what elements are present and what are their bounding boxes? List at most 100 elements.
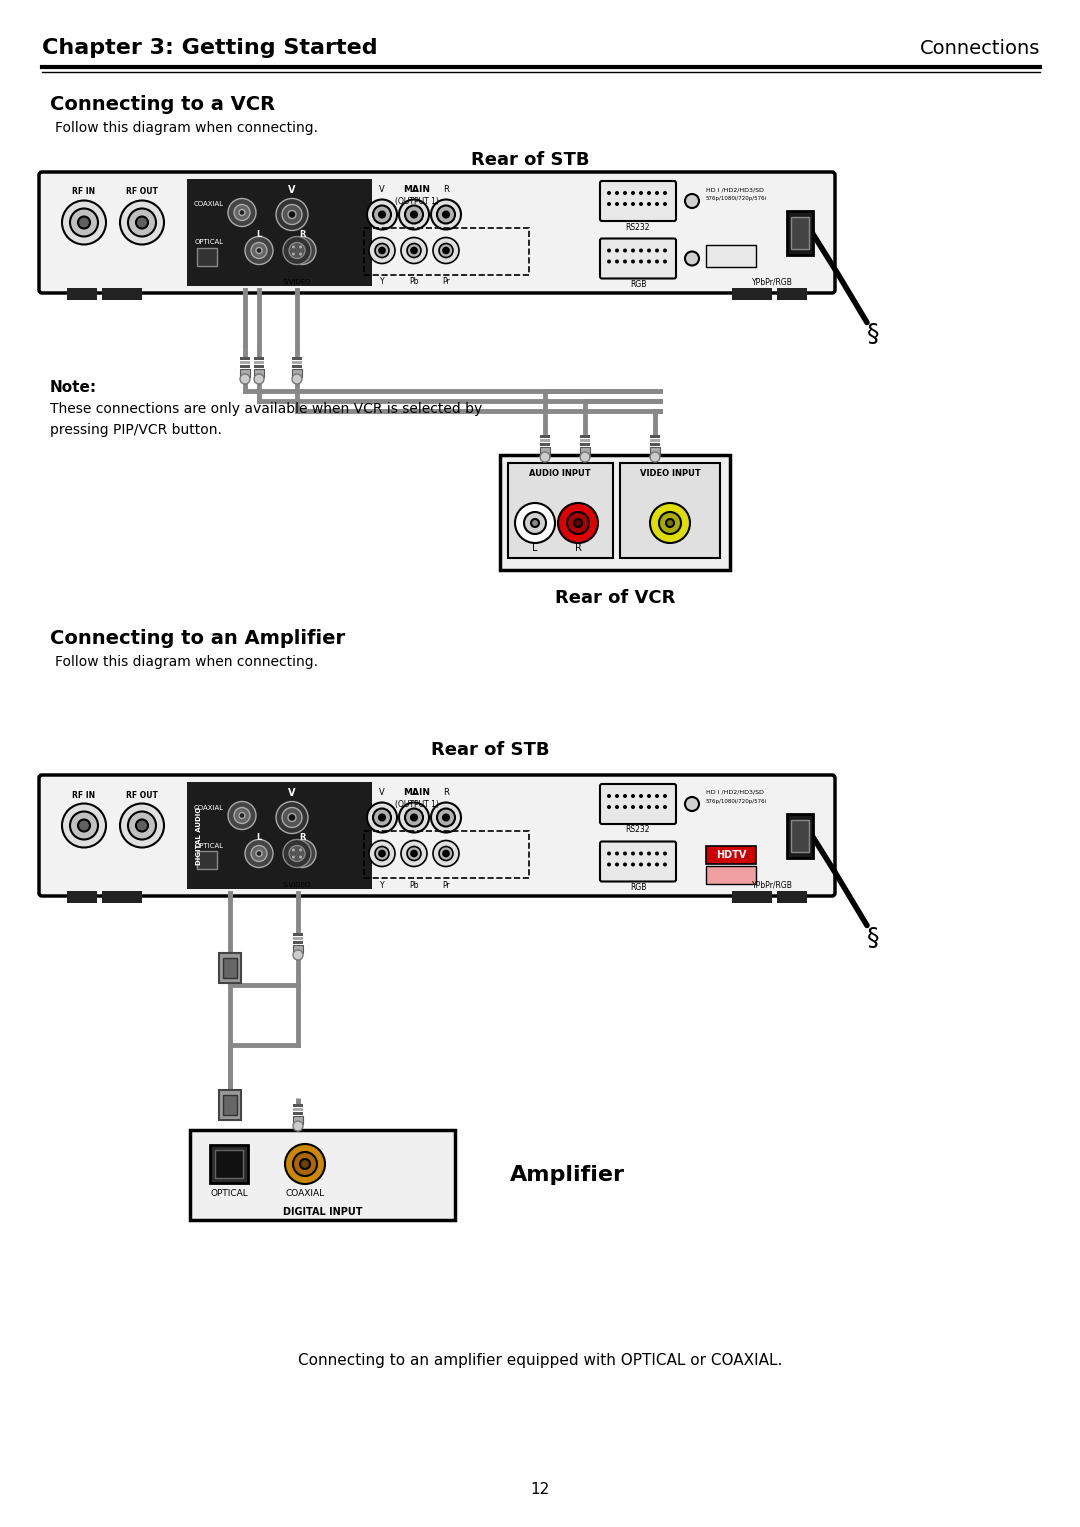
Bar [254, 357, 264, 360]
Circle shape [379, 851, 384, 857]
Bar [580, 447, 590, 455]
Circle shape [631, 863, 635, 866]
Circle shape [580, 452, 590, 463]
Circle shape [647, 191, 651, 195]
Circle shape [411, 814, 417, 820]
Circle shape [369, 238, 395, 264]
Circle shape [663, 863, 667, 866]
Text: COAXIAL: COAXIAL [194, 202, 224, 208]
Bar [102, 890, 141, 902]
Text: Y: Y [380, 881, 384, 890]
Circle shape [294, 846, 310, 861]
Circle shape [234, 205, 249, 220]
Circle shape [654, 249, 659, 252]
Bar [706, 846, 756, 863]
Circle shape [654, 805, 659, 809]
Text: 576p/1080i/720p/576i: 576p/1080i/720p/576i [706, 195, 767, 202]
Bar [791, 820, 809, 852]
Text: OPTICAL: OPTICAL [194, 843, 224, 849]
Circle shape [70, 811, 98, 840]
Circle shape [654, 191, 659, 195]
Circle shape [631, 805, 635, 809]
Circle shape [399, 200, 429, 229]
Circle shape [623, 863, 627, 866]
Circle shape [443, 851, 449, 857]
Bar [580, 435, 590, 438]
Circle shape [654, 794, 659, 799]
Text: Note:: Note: [50, 380, 97, 395]
Circle shape [251, 243, 267, 258]
FancyBboxPatch shape [39, 776, 835, 896]
Circle shape [615, 260, 619, 264]
Circle shape [433, 238, 459, 264]
Circle shape [245, 840, 273, 867]
Circle shape [615, 863, 619, 866]
Circle shape [294, 243, 310, 258]
Circle shape [607, 260, 611, 264]
Circle shape [78, 820, 90, 832]
Bar [219, 953, 241, 983]
Bar [254, 370, 264, 377]
Circle shape [437, 808, 455, 826]
Circle shape [293, 950, 303, 960]
Text: RF IN: RF IN [72, 791, 95, 800]
Circle shape [288, 211, 296, 218]
Bar [706, 244, 756, 267]
Circle shape [401, 840, 427, 866]
Bar [540, 435, 550, 438]
Bar [254, 360, 264, 363]
Circle shape [615, 805, 619, 809]
Circle shape [70, 209, 98, 237]
Bar [293, 1116, 303, 1124]
Text: YPbPr/RGB: YPbPr/RGB [752, 278, 793, 287]
Text: OPTICAL: OPTICAL [211, 1188, 248, 1197]
Circle shape [431, 200, 461, 229]
Text: RGB: RGB [630, 883, 646, 892]
Circle shape [299, 247, 305, 253]
Circle shape [647, 794, 651, 799]
Circle shape [256, 247, 262, 253]
Bar [650, 443, 660, 446]
Text: Rear of STB: Rear of STB [471, 151, 590, 169]
Circle shape [299, 252, 302, 255]
Circle shape [401, 238, 427, 264]
Circle shape [573, 519, 582, 527]
Circle shape [607, 191, 611, 195]
Circle shape [369, 840, 395, 866]
Bar [292, 360, 302, 363]
Circle shape [623, 202, 627, 206]
Bar [240, 370, 249, 377]
Circle shape [639, 260, 643, 264]
Bar [67, 289, 97, 299]
Text: Rear of VCR: Rear of VCR [555, 589, 675, 608]
Text: YPbPr/RGB: YPbPr/RGB [752, 881, 793, 890]
Circle shape [647, 260, 651, 264]
Circle shape [120, 200, 164, 244]
Bar [791, 217, 809, 249]
Circle shape [288, 237, 316, 264]
Text: HD I /HD2/HD3/SD: HD I /HD2/HD3/SD [706, 789, 764, 796]
Circle shape [650, 452, 660, 463]
Text: RGB: RGB [630, 279, 646, 289]
Circle shape [623, 260, 627, 264]
Text: S-VIDEO: S-VIDEO [283, 883, 311, 889]
Text: Pr: Pr [442, 278, 450, 287]
Circle shape [411, 212, 417, 217]
Circle shape [299, 849, 302, 852]
Text: RF OUT: RF OUT [126, 791, 158, 800]
Circle shape [623, 794, 627, 799]
Circle shape [120, 803, 164, 847]
Bar [187, 179, 372, 286]
Circle shape [437, 206, 455, 223]
Circle shape [663, 260, 667, 264]
Circle shape [276, 802, 308, 834]
Bar [197, 247, 217, 266]
Bar [222, 957, 237, 977]
Circle shape [373, 206, 391, 223]
Bar [187, 782, 372, 889]
Text: Rear of STB: Rear of STB [431, 741, 550, 759]
Circle shape [375, 846, 389, 861]
Circle shape [639, 202, 643, 206]
Circle shape [647, 249, 651, 252]
Circle shape [631, 202, 635, 206]
